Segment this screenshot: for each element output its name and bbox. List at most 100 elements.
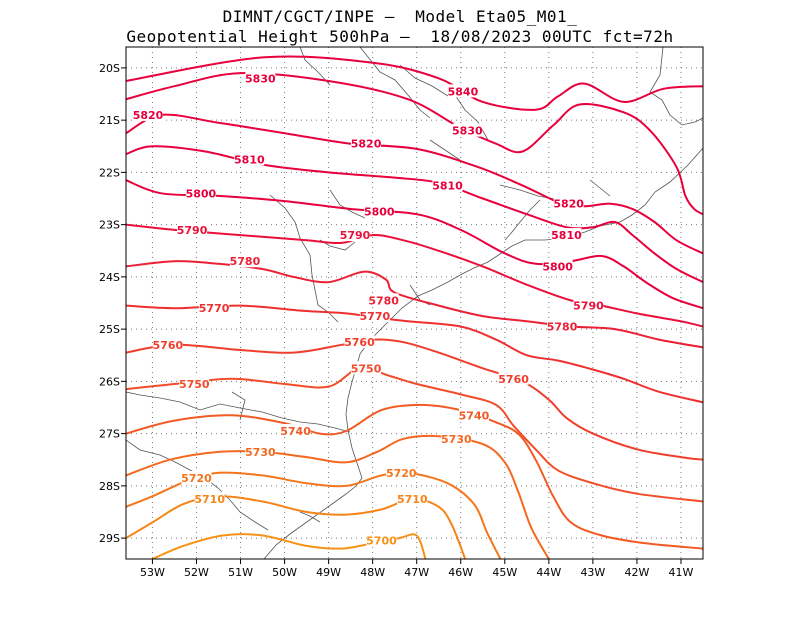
contour-label-bg <box>194 491 225 505</box>
x-tick-label: 47W <box>404 566 429 579</box>
contour-5760 <box>126 338 703 461</box>
y-tick-label: 25S <box>99 323 120 336</box>
contour-label-5820: 5820 <box>351 138 382 151</box>
contour-label-5710: 5710 <box>194 493 225 506</box>
coastline-borders <box>126 47 703 559</box>
x-tick-label: 44W <box>536 566 561 579</box>
contour-label-bg <box>441 431 472 445</box>
contour-label-5780: 5780 <box>368 294 399 307</box>
contour-label-bg <box>340 228 371 242</box>
contour-label-bg <box>280 424 311 437</box>
contour-label-5770: 5770 <box>360 310 391 323</box>
contour-label-5730: 5730 <box>441 433 472 446</box>
contour-label-bg <box>133 107 164 121</box>
contour-label-bg <box>245 71 276 85</box>
contour-label-5740: 5740 <box>459 409 490 422</box>
contour-label-bg <box>245 444 276 458</box>
contour-label-5800: 5800 <box>364 206 395 219</box>
x-tick-label: 51W <box>228 566 253 579</box>
contour-label-5780: 5780 <box>547 321 578 334</box>
contour-label-bg <box>386 465 417 479</box>
x-tick-label: 49W <box>316 566 341 579</box>
contour-label-5830: 5830 <box>452 125 483 138</box>
axis-ticks <box>121 67 682 564</box>
x-tick-label: 52W <box>184 566 209 579</box>
contour-5770 <box>126 304 703 404</box>
contour-label-bg <box>344 335 375 349</box>
contour-label-5710: 5710 <box>397 493 428 506</box>
contour-label-bg <box>452 123 483 137</box>
contour-label-bg <box>359 309 390 323</box>
chart-subtitle: Geopotential Height 500hPa – 18/08/2023 … <box>126 27 674 46</box>
contour-label-5820: 5820 <box>133 109 164 122</box>
contour-label-bg <box>551 228 582 242</box>
contour-label-5780: 5780 <box>230 255 261 268</box>
contour-label-bg <box>234 152 265 166</box>
contour-label-5750: 5750 <box>179 378 210 391</box>
y-tick-label: 27S <box>99 428 120 441</box>
contour-label-5770: 5770 <box>199 302 230 315</box>
chart-title: DIMNT/CGCT/INPE – Model Eta05_M01_ <box>222 7 578 26</box>
contour-5840 <box>126 55 703 111</box>
contour-label-bg <box>351 361 382 375</box>
y-tick-label: 26S <box>99 375 120 388</box>
contour-label-bg <box>366 533 397 547</box>
y-tick-label: 21S <box>99 114 120 127</box>
contour-label-bg <box>181 471 212 485</box>
x-tick-label: 50W <box>272 566 297 579</box>
x-tick-label: 43W <box>580 566 605 579</box>
x-tick-label: 53W <box>140 566 165 579</box>
x-tick-label: 48W <box>360 566 385 579</box>
contour-label-5830: 5830 <box>245 72 276 85</box>
contour-label-5790: 5790 <box>177 224 208 237</box>
contour-5730 <box>126 434 550 559</box>
contour-label-5740: 5740 <box>280 425 311 438</box>
contour-label-5820: 5820 <box>553 198 584 211</box>
contour-label-5730: 5730 <box>245 446 276 459</box>
contour-label-bg <box>152 337 183 351</box>
y-tick-label: 20S <box>99 62 120 75</box>
contour-label-bg <box>547 319 578 333</box>
contour-label-bg <box>553 196 584 210</box>
contour-label-bg <box>397 491 428 505</box>
contour-label-5760: 5760 <box>498 373 529 386</box>
contour-label-5810: 5810 <box>432 179 463 192</box>
contour-label-bg <box>458 408 489 422</box>
contour-label-5790: 5790 <box>340 229 371 242</box>
y-tick-label: 22S <box>99 166 120 179</box>
y-tick-label: 28S <box>99 480 120 493</box>
contour-5710 <box>126 495 467 559</box>
contour-label-bg <box>432 178 463 192</box>
contour-label-5810: 5810 <box>234 153 265 166</box>
contour-label-5720: 5720 <box>386 467 417 480</box>
x-tick-label: 46W <box>448 566 473 579</box>
contour-label-5790: 5790 <box>573 300 604 313</box>
plot-frame <box>125 46 704 560</box>
axis-tick-labels: 53W 52W 51W 50W 49W 48W 47W 46W 45W 44W 43W 42W 41W 2… <box>99 62 694 579</box>
contour-5800 <box>126 179 703 310</box>
contour-label-bg <box>229 254 260 268</box>
x-tick-label: 41W <box>669 566 694 579</box>
contour-label-bg <box>573 298 604 312</box>
contour-label-5800: 5800 <box>542 260 573 273</box>
contour-label-bg <box>185 186 216 200</box>
contour-label-bg <box>351 136 382 150</box>
y-tick-label: 29S <box>99 532 120 545</box>
contour-label-5800: 5800 <box>186 187 217 200</box>
contour-label-5700: 5700 <box>366 535 397 548</box>
contour-label-bg <box>447 84 478 98</box>
contour-5750 <box>126 367 703 503</box>
contour-label-5810: 5810 <box>551 229 582 242</box>
contour-label-bg <box>542 259 573 273</box>
contour-5820 <box>126 113 703 255</box>
contour-label-5760: 5760 <box>344 336 375 349</box>
contour-label-5760: 5760 <box>153 339 184 352</box>
contour-label-bg <box>177 222 208 236</box>
contour-label-5720: 5720 <box>181 472 212 485</box>
contour-label-bg <box>498 371 529 385</box>
contour-label-bg <box>364 204 395 218</box>
x-tick-label: 45W <box>492 566 517 579</box>
y-tick-label: 24S <box>99 271 120 284</box>
contour-5700 <box>151 533 427 559</box>
